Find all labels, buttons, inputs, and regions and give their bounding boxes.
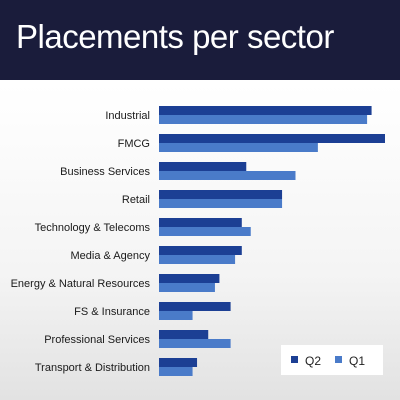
bar-q1 <box>159 339 231 348</box>
bar-q1 <box>159 199 283 208</box>
bar-q2 <box>159 246 242 255</box>
bar-q1 <box>159 171 296 180</box>
bar-q1 <box>159 143 318 152</box>
bar-q1 <box>159 311 193 320</box>
category-label: Industrial <box>105 110 150 122</box>
legend-swatch-q1 <box>335 356 342 363</box>
header-bar: Placements per sector <box>0 0 400 80</box>
category-label: Technology & Telecoms <box>35 222 151 234</box>
legend-swatch-q2 <box>291 356 298 363</box>
bar-q1 <box>159 115 368 124</box>
bar-q2 <box>159 330 209 339</box>
bar-q2 <box>159 106 372 115</box>
category-label: FMCG <box>118 138 150 150</box>
bar-q2 <box>159 302 231 311</box>
bar-q2 <box>159 358 198 367</box>
legend-label-q1: Q1 <box>349 354 366 368</box>
category-label: Business Services <box>60 166 150 178</box>
category-label: Professional Services <box>44 334 150 346</box>
bar-q1 <box>159 283 215 292</box>
bar-q1 <box>159 255 236 264</box>
chart-title: Placements per sector <box>16 18 334 55</box>
bar-q2 <box>159 190 283 199</box>
category-label: Transport & Distribution <box>35 362 150 374</box>
bar-q2 <box>159 134 385 143</box>
bar-q1 <box>159 367 193 376</box>
category-label: Energy & Natural Resources <box>11 278 151 290</box>
bar-q2 <box>159 162 247 171</box>
bar-q1 <box>159 227 251 236</box>
category-label: FS & Insurance <box>74 306 150 318</box>
legend: Q2 Q1 <box>281 345 383 375</box>
legend-label-q2: Q2 <box>305 354 322 368</box>
category-label: Retail <box>122 194 150 206</box>
bar-q2 <box>159 274 220 283</box>
bar-q2 <box>159 218 242 227</box>
category-label: Media & Agency <box>71 250 151 262</box>
